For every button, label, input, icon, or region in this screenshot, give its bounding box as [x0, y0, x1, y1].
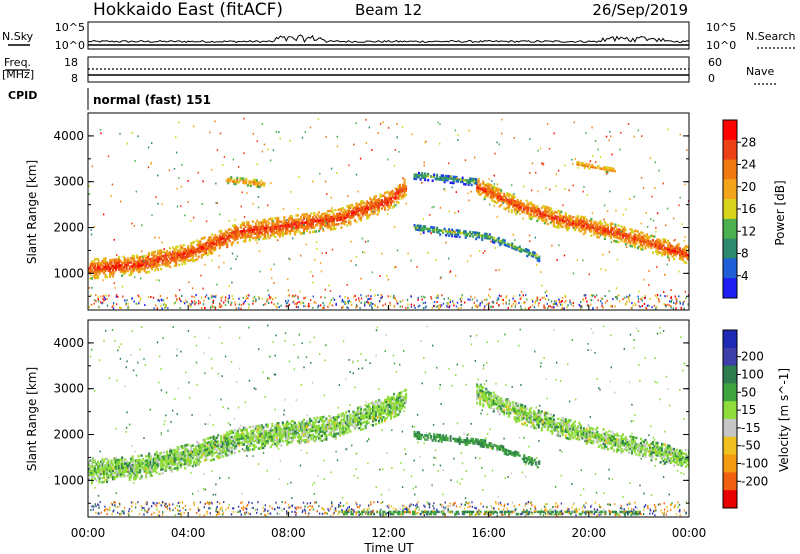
- nave-tick-bottom: 0: [708, 72, 715, 85]
- nsearch-tick-top: 10^5: [706, 21, 736, 34]
- freq-strip: Freq. [MHz] 18 8 60 0 Nave: [2, 56, 776, 85]
- colorbar-tick-label: 15: [741, 403, 756, 417]
- nsky-strip: N.Sky 10^5 10^0 10^5 10^0 N.Search: [2, 21, 797, 52]
- colorbar-tick-label: 8: [741, 247, 749, 261]
- colorbar-tick-label: 100: [741, 368, 764, 382]
- y-tick-label: 1000: [53, 266, 84, 280]
- y-tick-label: 4000: [53, 129, 84, 143]
- velocity-colorbar: 200 100 50 15 -15 -50 -100 -200: [722, 329, 768, 509]
- y-tick-label: 2000: [53, 428, 84, 442]
- power-colorbar: 4 8 12 16 20 24 28: [722, 119, 756, 299]
- colorbar-tick-label: -15: [741, 421, 761, 435]
- x-tick-label: 16:00: [471, 526, 506, 540]
- velocity-data: [88, 324, 689, 517]
- colorbar-tick-label: 200: [741, 350, 764, 364]
- y-tick-label: 1000: [53, 473, 84, 487]
- nave-tick-top: 60: [708, 56, 722, 69]
- date-label: 26/Sep/2019: [592, 1, 688, 19]
- power-data: [88, 117, 689, 310]
- colorbar-tick-label: 50: [741, 385, 756, 399]
- x-tick-label: 00:00: [71, 526, 106, 540]
- x-tick-label: 12:00: [371, 526, 406, 540]
- colorbar-tick-label: -100: [741, 457, 768, 471]
- x-tick-label: 20:00: [572, 526, 607, 540]
- colorbar-tick-label: 20: [741, 180, 756, 194]
- cpid-strip: CPID normal (fast) 151: [8, 88, 211, 110]
- power-axes: 1000 2000 3000 4000: [53, 112, 689, 297]
- nave-label: Nave: [746, 65, 774, 78]
- colorbar-tick-label: 12: [741, 224, 756, 238]
- freq-tick-top: 18: [64, 56, 78, 69]
- colorbar-tick-label: 16: [741, 202, 756, 216]
- freq-label: Freq.: [4, 56, 31, 69]
- x-tick-label: 08:00: [271, 526, 306, 540]
- nsky-tick-bottom: 10^0: [55, 39, 85, 52]
- power-panel: 1000 2000 3000 4000 Slant Range [km] 4 8 12 16…: [25, 112, 787, 311]
- y-tick-label: 3000: [53, 382, 84, 396]
- nsky-trace: [87, 34, 690, 44]
- freq-unit: [MHz]: [2, 68, 34, 81]
- colorbar-tick-label: 4: [741, 269, 749, 283]
- beam-label: Beam 12: [355, 1, 422, 19]
- colorbar-tick-label: -50: [741, 439, 761, 453]
- nsky-tick-top: 10^5: [55, 21, 85, 34]
- y-tick-label: 2000: [53, 221, 84, 235]
- cpid-label: CPID: [8, 89, 37, 102]
- x-tick-label: 00:00: [672, 526, 707, 540]
- figure-title: Hokkaido East (fitACF): [93, 0, 283, 20]
- velocity-axes: 1000 2000 3000 4000: [53, 319, 689, 504]
- nsearch-label: N.Search: [746, 30, 796, 43]
- power-colorbar-label: Power [dB]: [773, 180, 787, 245]
- freq-tick-bottom: 8: [71, 72, 78, 85]
- y-tick-label: 3000: [53, 175, 84, 189]
- colorbar-tick-label: -200: [741, 474, 768, 488]
- velocity-colorbar-label: Velocity [m s^-1]: [777, 368, 791, 472]
- nsky-label: N.Sky: [2, 30, 34, 43]
- x-axis-label: Time UT: [363, 541, 414, 554]
- colorbar-tick-label: 28: [741, 135, 756, 149]
- x-axis-ticks: 00:00 04:00 08:00 12:00 16:00 20:00 00:00: [71, 305, 707, 540]
- cpid-value: normal (fast) 151: [93, 93, 211, 107]
- colorbar-tick-label: 24: [741, 158, 756, 172]
- x-tick-label: 04:00: [171, 526, 206, 540]
- velocity-panel: 1000 2000 3000 4000 Slant Range [km] 200 100…: [25, 319, 791, 518]
- power-ylabel: Slant Range [km]: [25, 160, 39, 264]
- y-tick-label: 4000: [53, 336, 84, 350]
- nsearch-tick-bottom: 10^0: [706, 39, 736, 52]
- velocity-ylabel: Slant Range [km]: [25, 367, 39, 471]
